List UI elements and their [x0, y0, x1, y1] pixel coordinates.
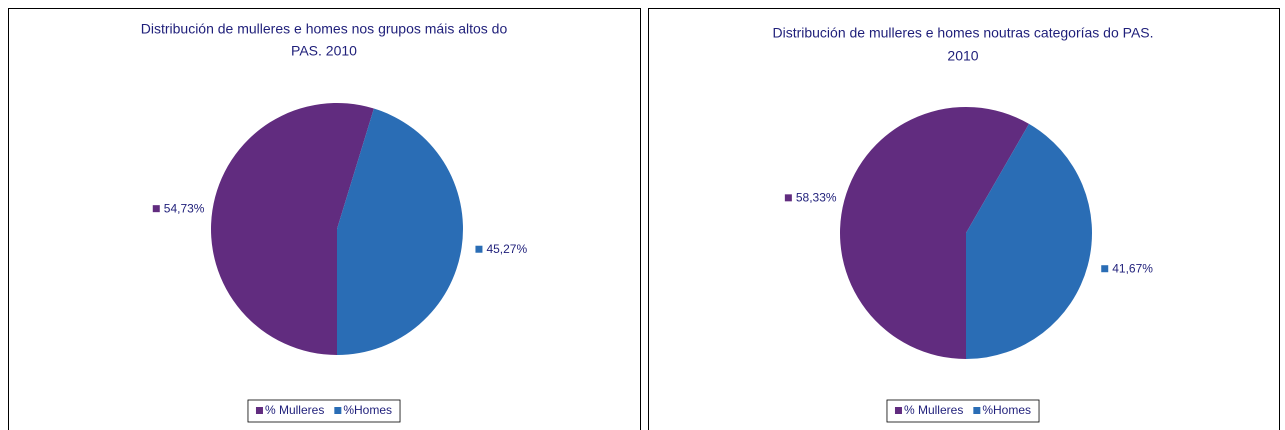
legend-key — [894, 407, 902, 414]
chart-title: PAS. 2010 — [291, 43, 357, 59]
chart-title: 2010 — [947, 48, 978, 64]
legend-box — [886, 399, 1040, 423]
data-label-key — [784, 194, 792, 202]
legend-label: % Mulleres — [265, 403, 324, 417]
legend-key — [255, 407, 263, 414]
data-label: 54,73% — [164, 201, 205, 215]
legend-label: % Mulleres — [904, 403, 963, 417]
data-label: 58,33% — [796, 191, 837, 205]
data-label-key — [152, 205, 160, 213]
legend: % Mulleres %Homes — [247, 399, 401, 423]
legend-key — [334, 407, 342, 414]
pie-slice — [337, 108, 464, 355]
legend-label: %Homes — [343, 403, 392, 417]
legend-label: %Homes — [982, 403, 1031, 417]
pie-slice — [840, 106, 1029, 360]
data-label: 41,67% — [1112, 261, 1153, 275]
chart-title: Distribución de mulleres e homes noutras… — [772, 25, 1153, 41]
pie-slice — [966, 123, 1092, 359]
legend: % Mulleres %Homes — [886, 399, 1040, 423]
data-label: 45,27% — [486, 242, 527, 256]
data-label-key — [1101, 265, 1109, 273]
pie-slice — [211, 103, 374, 355]
legend-key — [973, 407, 981, 414]
chart-title: Distribución de mulleres e homes nos gru… — [141, 21, 508, 37]
legend-box — [247, 399, 401, 423]
data-label-key — [475, 245, 483, 253]
